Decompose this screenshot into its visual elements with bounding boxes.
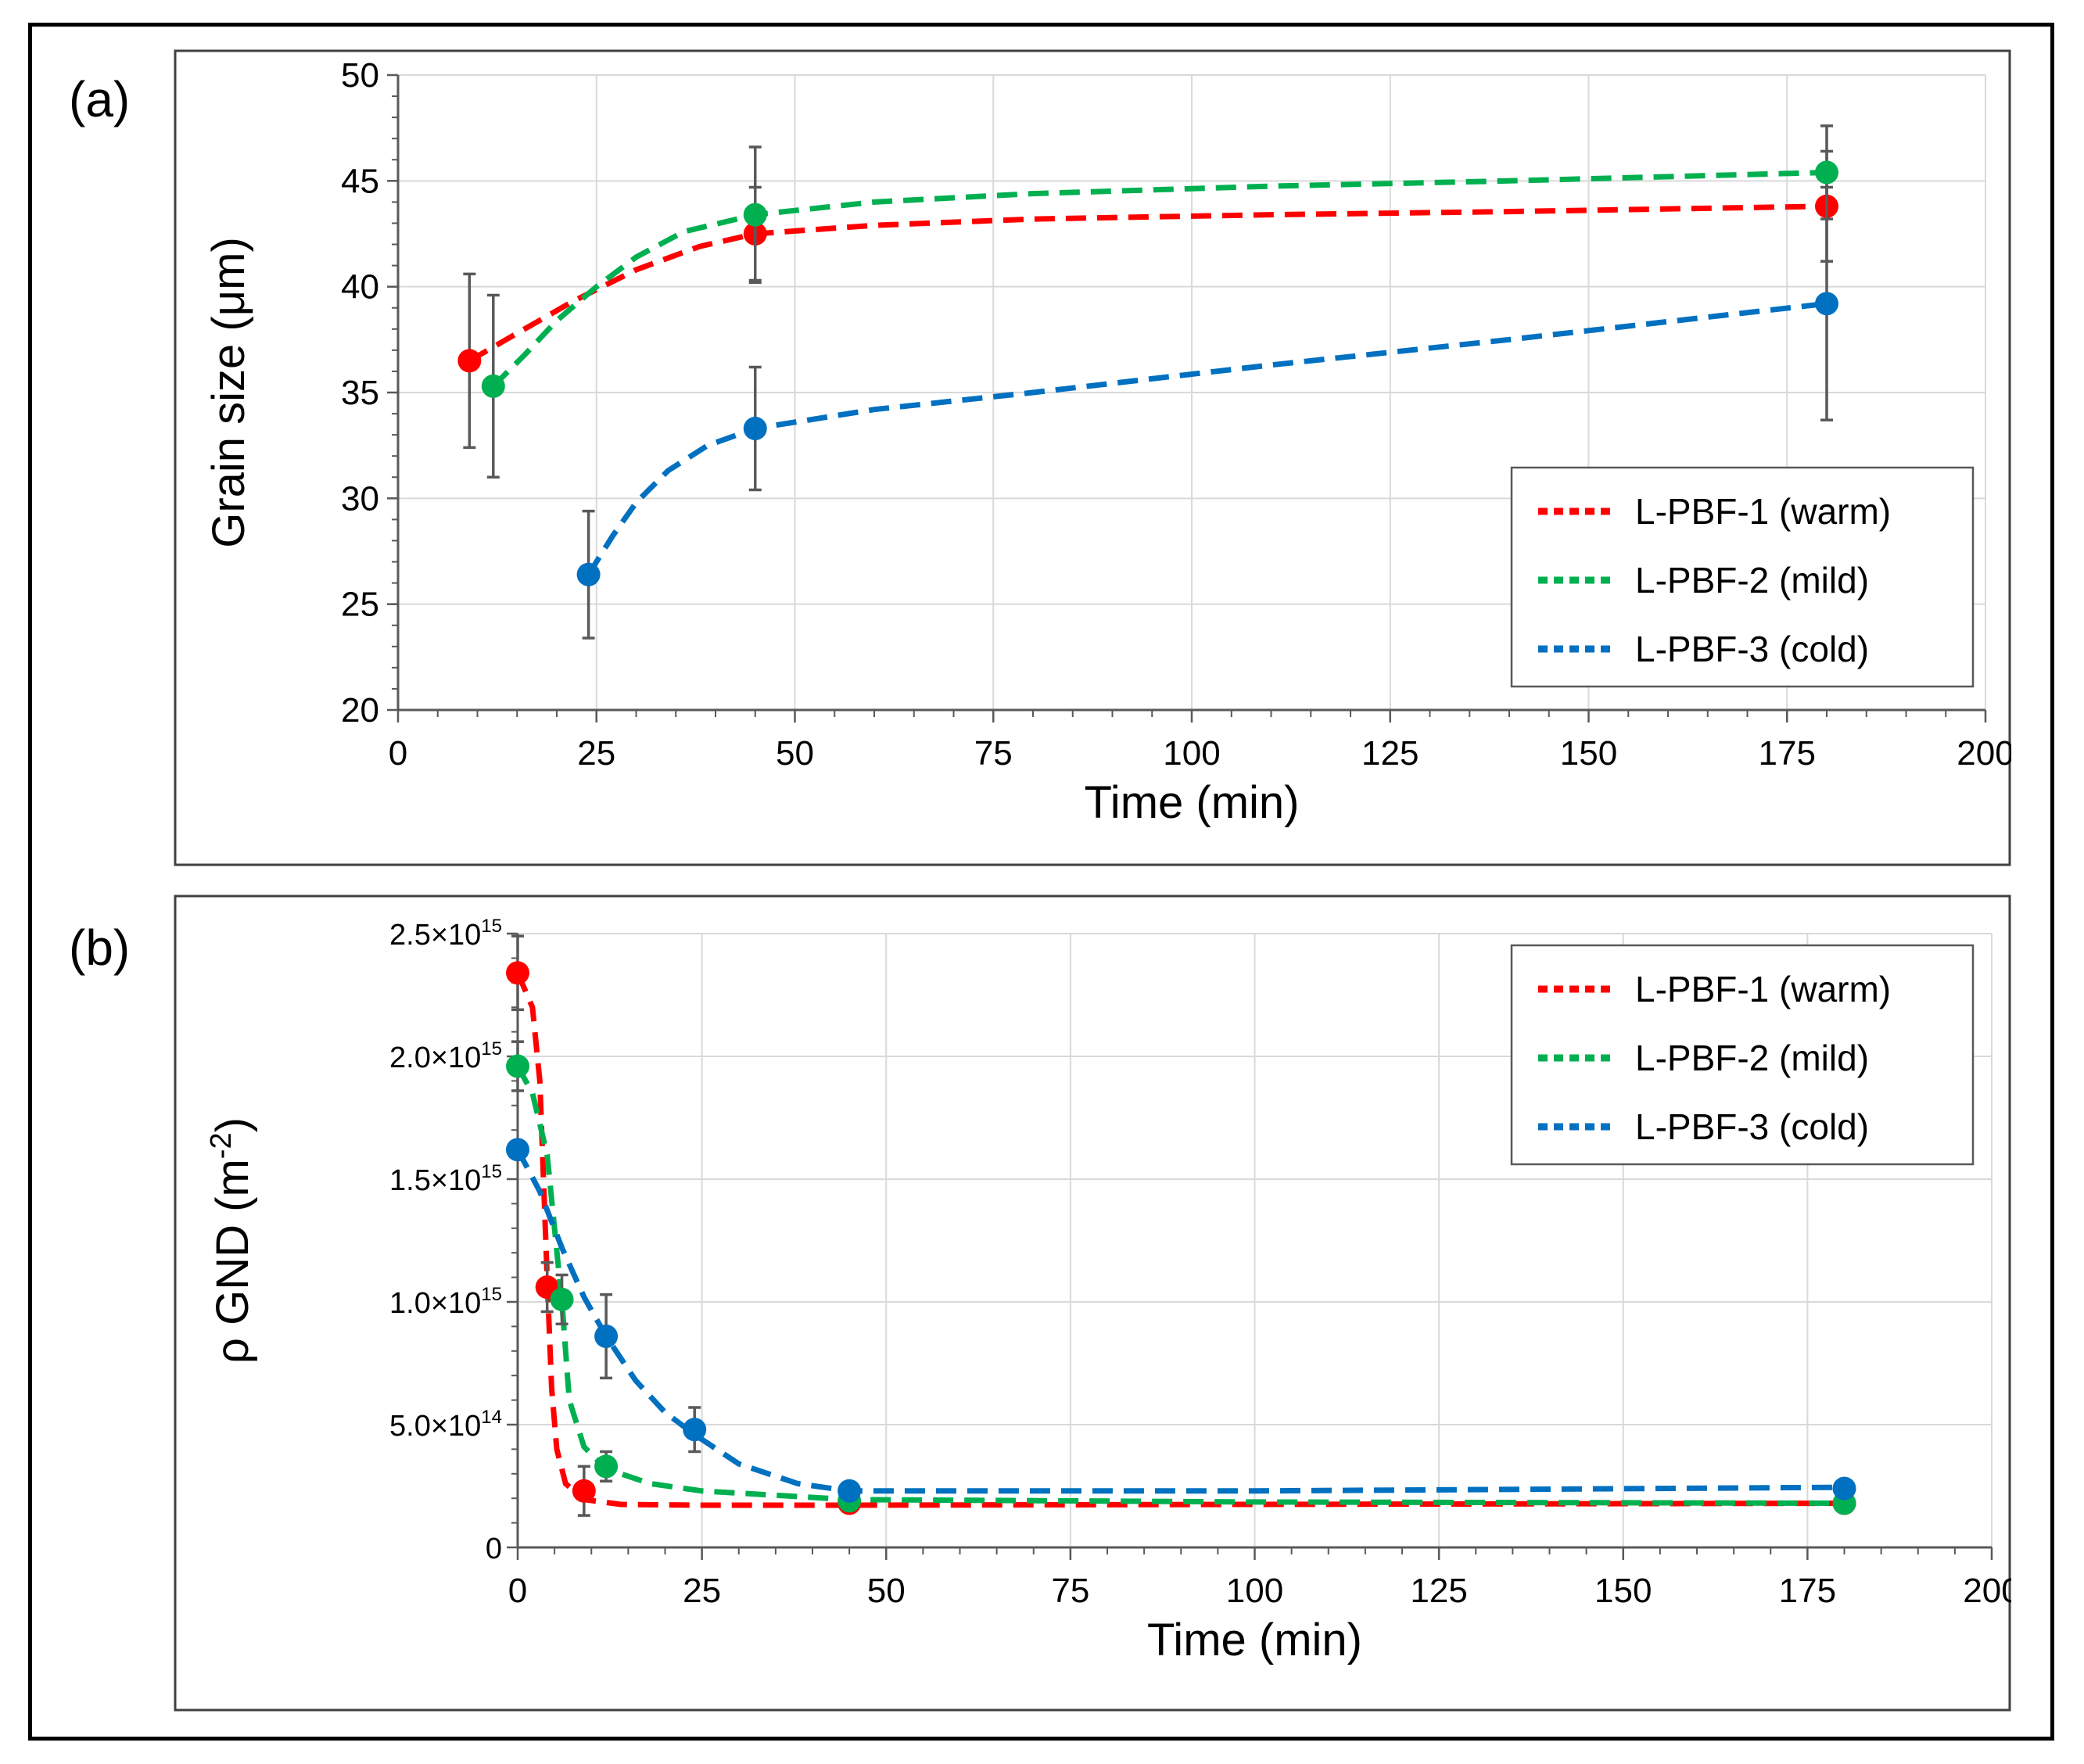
y-tick-label: 1.0×1015 <box>389 1284 502 1320</box>
y-tick-exponent: 15 <box>481 916 502 937</box>
series-3 <box>506 1138 1856 1503</box>
y-tick-mantissa: 0 <box>486 1533 502 1565</box>
data-point <box>1815 160 1838 185</box>
data-point <box>594 1324 619 1348</box>
data-point <box>550 1287 574 1311</box>
legend-label: L-PBF-3 (cold) <box>1635 629 1869 669</box>
data-point <box>743 417 767 441</box>
y-tick-mantissa: 5.0×10 <box>389 1410 481 1443</box>
legend: L-PBF-1 (warm) L-PBF-2 (mild) L-PBF-3 (col… <box>1510 944 1975 1166</box>
y-tick-label: 30 <box>341 479 379 518</box>
data-point <box>1832 1476 1856 1500</box>
data-point <box>457 349 482 373</box>
x-tick-label: 200 <box>1957 734 2011 773</box>
data-point <box>1815 292 1838 316</box>
y-tick-label: 2.5×1015 <box>389 916 502 952</box>
data-point <box>506 1054 529 1078</box>
y-tick-label: 40 <box>341 268 379 307</box>
y-tick-mantissa: 2.0×10 <box>389 1042 481 1074</box>
data-point <box>506 961 529 985</box>
fit-line <box>515 971 1845 1508</box>
y-tick-label: 2.0×1015 <box>389 1038 502 1074</box>
y-tick-label: 5.0×1014 <box>389 1407 502 1443</box>
data-point <box>576 562 601 586</box>
y-tick-mantissa: 1.0×10 <box>389 1287 481 1320</box>
x-tick-label: 0 <box>389 734 407 773</box>
x-tick-label: 100 <box>1226 1572 1283 1610</box>
x-tick-label: 100 <box>1163 734 1220 773</box>
y-tick-exponent: 15 <box>481 1284 502 1305</box>
panel-a-grain-size: 0 25 50 75 100 125 150 175 200 20 25 30 35 40 45 50 Time… <box>174 49 2014 866</box>
x-axis-title: Time (min) <box>1147 1615 1362 1665</box>
data-point <box>594 1454 619 1479</box>
data-point <box>481 374 505 398</box>
x-tick-label: 150 <box>1560 734 1617 773</box>
x-tick-label: 25 <box>683 1572 721 1610</box>
legend: L-PBF-1 (warm) L-PBF-2 (mild) L-PBF-3 (col… <box>1510 466 1975 688</box>
legend-label: L-PBF-1 (warm) <box>1635 491 1891 532</box>
legend-label: L-PBF-3 (cold) <box>1635 1106 1869 1147</box>
y-tick-mantissa: 2.5×10 <box>389 919 481 952</box>
y-tick-exponent: 15 <box>481 1038 502 1059</box>
y-axis-title: ρ GND (m-2) <box>205 1117 258 1364</box>
y-tick-label: 35 <box>341 374 379 412</box>
x-tick-label: 125 <box>1410 1572 1467 1610</box>
y-tick-exponent: 14 <box>481 1407 502 1428</box>
grain-size-chart: 0 25 50 75 100 125 150 175 200 20 25 30 35 40 45 50 Time… <box>174 49 2014 866</box>
legend-label: L-PBF-2 (mild) <box>1635 560 1869 601</box>
y-axis-title-close: ) <box>207 1117 258 1132</box>
x-tick-label: 50 <box>776 734 814 773</box>
x-axis-title: Time (min) <box>1085 777 1300 828</box>
x-tick-label: 175 <box>1759 734 1816 773</box>
data-point <box>683 1418 707 1442</box>
series-2 <box>481 124 1838 479</box>
x-tick-label: 125 <box>1361 734 1419 773</box>
x-tick-label: 25 <box>577 734 615 773</box>
y-tick-mantissa: 1.5×10 <box>389 1164 481 1197</box>
x-tick-label: 50 <box>867 1572 906 1610</box>
y-tick-exponent: 15 <box>481 1161 502 1182</box>
legend-label: L-PBF-1 (warm) <box>1635 969 1891 1009</box>
data-point <box>506 1138 529 1162</box>
panel-label-b: (b) <box>69 920 131 976</box>
panel-b-gnd-density: 0 25 50 75 100 125 150 175 200 0 5.0×1014 1.0×1015 1… <box>174 895 2021 1712</box>
series-3 <box>576 185 1838 640</box>
data-point <box>572 1479 596 1503</box>
y-tick-label: 20 <box>341 691 379 730</box>
y-axis-title-sup: -2 <box>205 1132 238 1159</box>
y-axis-title: Grain size (μm) <box>203 237 254 548</box>
figure-frame <box>28 23 2054 1741</box>
y-tick-label: 45 <box>341 162 379 200</box>
data-point <box>838 1479 862 1503</box>
x-tick-label: 75 <box>974 734 1013 773</box>
x-tick-label: 0 <box>508 1572 527 1610</box>
fit-line <box>491 170 1828 389</box>
x-tick-label: 200 <box>1963 1572 2011 1610</box>
y-axis-title-main: ρ GND (m <box>207 1159 258 1364</box>
x-tick-label: 75 <box>1051 1572 1089 1610</box>
x-tick-label: 175 <box>1779 1572 1836 1610</box>
y-tick-label: 50 <box>341 56 379 95</box>
x-tick-label: 150 <box>1594 1572 1652 1610</box>
legend-label: L-PBF-2 (mild) <box>1635 1038 1869 1078</box>
y-tick-label: 0 <box>486 1533 502 1565</box>
chart-frame <box>174 49 2011 866</box>
y-tick-label: 1.5×1015 <box>389 1161 502 1197</box>
y-tick-label: 25 <box>341 586 379 624</box>
panel-label-a: (a) <box>69 71 131 127</box>
gnd-density-chart: 0 25 50 75 100 125 150 175 20005.0×10141.0×10151… <box>174 895 2021 1712</box>
data-point <box>743 203 767 227</box>
